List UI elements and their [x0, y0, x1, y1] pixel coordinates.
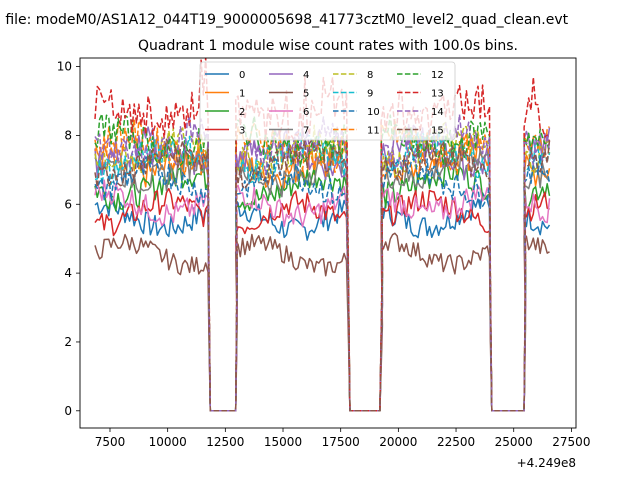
- legend-label: 12: [431, 70, 444, 81]
- x-tick-label: 25000: [495, 435, 533, 449]
- legend-label: 2: [239, 107, 245, 118]
- legend-frame: [199, 61, 456, 141]
- legend-label: 0: [239, 70, 245, 81]
- series-line-2: [94, 157, 551, 412]
- y-tick-label: 4: [64, 266, 72, 280]
- x-axis: 7500 10000 12500 15000 17500 20000 22500 25000 2…: [95, 428, 590, 449]
- legend-label: 4: [303, 70, 309, 81]
- x-tick-label: 7500: [95, 435, 126, 449]
- legend-label: 8: [367, 70, 373, 81]
- x-tick-label: 22500: [437, 435, 475, 449]
- y-tick-label: 10: [57, 60, 72, 74]
- legend-label: 14: [431, 107, 444, 118]
- x-tick-label: 27500: [552, 435, 590, 449]
- legend-label: 10: [367, 107, 380, 118]
- y-tick-label: 2: [64, 335, 72, 349]
- chart-title: Quadrant 1 module wise count rates with …: [138, 38, 518, 54]
- series-line-3: [94, 187, 550, 412]
- figure-suptitle: n file: modeM0/AS1A12_044T19_9000005698_…: [0, 12, 569, 28]
- legend-label: 13: [431, 89, 444, 100]
- legend-label: 1: [239, 89, 245, 100]
- legend-label: 15: [431, 126, 444, 137]
- y-tick-label: 8: [64, 128, 72, 142]
- y-tick-label: 0: [64, 404, 72, 418]
- y-axis: 0 2 4 6 8 10: [57, 60, 80, 418]
- plot-frame: [79, 57, 577, 429]
- x-tick-label: 10000: [149, 435, 187, 449]
- legend-label: 11: [367, 126, 380, 137]
- x-tick-label: 20000: [379, 435, 417, 449]
- legend-label: 5: [303, 89, 309, 100]
- legend-label: 9: [367, 89, 373, 100]
- series-line-15: [94, 138, 551, 412]
- legend-label: 7: [303, 126, 309, 137]
- series-line-12: [94, 113, 551, 412]
- x-tick-label: 12500: [206, 435, 244, 449]
- series-line-9: [94, 127, 551, 412]
- series-line-8: [94, 121, 550, 412]
- series-line-0: [94, 192, 551, 412]
- legend-label: 3: [239, 126, 245, 137]
- y-tick-label: 6: [64, 197, 72, 211]
- x-offset-label: +4.249e8: [517, 456, 576, 470]
- series-line-10: [94, 153, 551, 412]
- x-tick-label: 15000: [264, 435, 302, 449]
- series-layer: [94, 58, 551, 412]
- legend-label: 6: [303, 107, 309, 118]
- series-line-5: [94, 232, 550, 412]
- x-tick-label: 17500: [322, 435, 360, 449]
